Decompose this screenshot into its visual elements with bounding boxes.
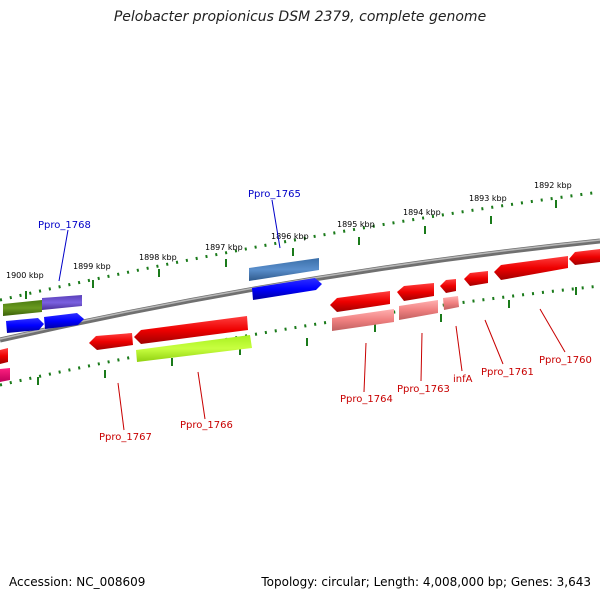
- accession-info: Accession: NC_008609: [9, 575, 146, 589]
- lower-scale-ticks: [37, 287, 577, 385]
- gene-ppro-1763-domain[interactable]: [399, 300, 438, 320]
- scale-label-1897: 1897 kbp: [205, 243, 243, 252]
- gene-ppro-1760-arrow[interactable]: [494, 256, 568, 280]
- gene-label-ppro-1767[interactable]: Ppro_1767: [99, 432, 152, 443]
- scale-label-1896: 1896 kbp: [271, 232, 309, 241]
- gene-ppro-1764-arrow[interactable]: [330, 291, 390, 312]
- feature-olive[interactable]: [3, 300, 42, 316]
- gene-ppro-1766-arrow[interactable]: [134, 316, 248, 344]
- scale-label-1893: 1893 kbp: [469, 194, 507, 203]
- label-leaders-minus: [117, 308, 566, 431]
- upper-scale-ticks: [25, 200, 557, 299]
- scale-label-1895: 1895 kbp: [337, 220, 375, 229]
- gene-label-ppro-1760[interactable]: Ppro_1760: [539, 355, 592, 366]
- scale-label-1892: 1892 kbp: [534, 181, 572, 190]
- gene-ppro-1768-arrow[interactable]: [6, 318, 44, 333]
- gene-plus-arrow-b[interactable]: [44, 313, 84, 329]
- gene-left-edge-arrow[interactable]: [0, 348, 8, 364]
- scale-label-1898: 1898 kbp: [139, 253, 177, 262]
- gene-label-ppro-1763[interactable]: Ppro_1763: [397, 384, 450, 395]
- scale-label-1894: 1894 kbp: [403, 208, 441, 217]
- gene-label-ppro-1761[interactable]: Ppro_1761: [481, 367, 534, 378]
- gene-ppro-1767-arrow[interactable]: [89, 333, 133, 350]
- scale-label-1900: 1900 kbp: [6, 271, 44, 280]
- gene-infa-arrow[interactable]: [440, 279, 456, 293]
- gene-label-ppro-1768[interactable]: Ppro_1768: [38, 220, 91, 231]
- gene-ppro-1763-arrow[interactable]: [397, 283, 434, 301]
- gene-label-ppro-1765[interactable]: Ppro_1765: [248, 189, 301, 200]
- feature-steel[interactable]: [249, 258, 319, 281]
- gene-ppro-1765-arrow[interactable]: [252, 278, 322, 300]
- feature-purple[interactable]: [42, 295, 82, 310]
- label-leaders-plus: [58, 199, 281, 282]
- topology-info: Topology: circular; Length: 4,008,000 bp…: [261, 575, 591, 589]
- feature-left-edge-magenta[interactable]: [0, 368, 10, 382]
- gene-next-arrow[interactable]: [569, 249, 600, 265]
- gene-infa-domain[interactable]: [443, 296, 459, 310]
- gene-ppro-1761-arrow[interactable]: [464, 271, 488, 286]
- gene-ppro-1764-domain[interactable]: [332, 309, 394, 331]
- gene-label-ppro-1766[interactable]: Ppro_1766: [180, 420, 233, 431]
- gene-label-ppro-1764[interactable]: Ppro_1764: [340, 394, 393, 405]
- genome-title: Pelobacter propionicus DSM 2379, complet…: [113, 9, 487, 25]
- scale-label-1899: 1899 kbp: [73, 262, 111, 271]
- gene-ppro-1766-domain[interactable]: [136, 335, 252, 362]
- genome-backbone-highlight: [0, 239, 600, 340]
- gene-label-infa[interactable]: infA: [453, 374, 473, 385]
